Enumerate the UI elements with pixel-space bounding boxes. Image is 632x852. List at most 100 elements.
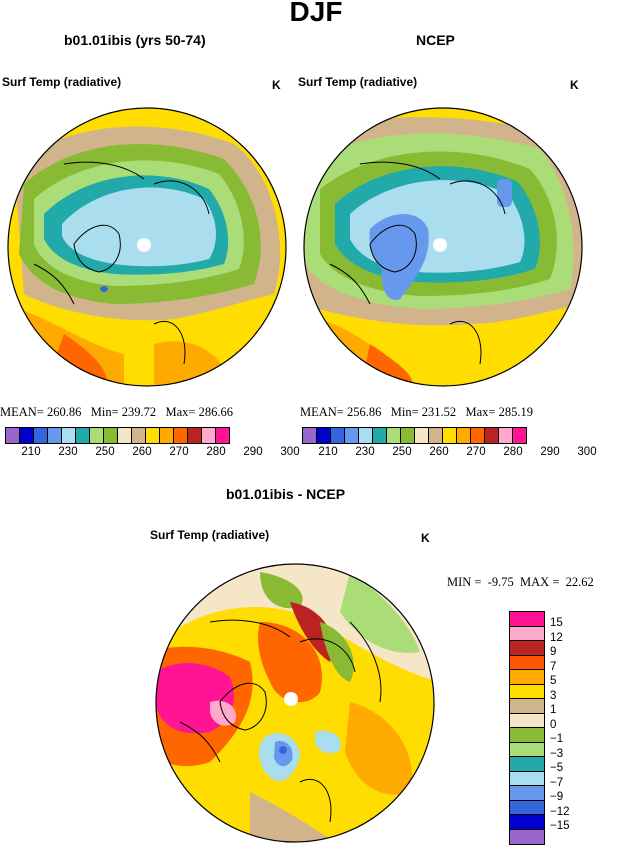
colorbar-swatch bbox=[510, 713, 544, 728]
ncep-colorbar bbox=[302, 427, 527, 444]
colorbar-tick-label: 15 bbox=[550, 617, 563, 629]
colorbar-tick-label: 280 bbox=[503, 446, 523, 458]
model-stats: MEAN= 260.86 Min= 239.72 Max= 286.66 bbox=[0, 405, 233, 420]
colorbar-tick-label: 290 bbox=[540, 446, 560, 458]
min-value: 231.52 bbox=[421, 405, 457, 419]
left-unit-label: K bbox=[272, 78, 281, 92]
colorbar-tick-label: −15 bbox=[550, 820, 570, 832]
colorbar-tick-label: −9 bbox=[550, 791, 564, 803]
colorbar-tick-label: −5 bbox=[550, 762, 564, 774]
colorbar-swatch bbox=[20, 428, 34, 443]
colorbar-swatch bbox=[510, 699, 544, 714]
min-value: 239.72 bbox=[121, 405, 157, 419]
colorbar-swatch bbox=[457, 428, 471, 443]
max-value: 285.19 bbox=[498, 405, 533, 419]
figure-title: DJF bbox=[289, 0, 343, 27]
colorbar-swatch bbox=[510, 612, 544, 627]
colorbar-tick-label: 12 bbox=[550, 631, 563, 644]
colorbar-swatch bbox=[401, 428, 415, 443]
colorbar-tick-label: 1 bbox=[550, 704, 557, 716]
colorbar-swatch bbox=[188, 428, 202, 443]
left-variable-label: Surf Temp (radiative) bbox=[2, 75, 122, 89]
colorbar-tick-label: 5 bbox=[550, 675, 557, 687]
colorbar-swatch bbox=[104, 428, 118, 443]
colorbar-swatch bbox=[510, 728, 544, 743]
colorbar-swatch bbox=[174, 428, 188, 443]
min-label: MIN = bbox=[447, 575, 482, 589]
colorbar-swatch bbox=[6, 428, 20, 443]
ncep-polar-map bbox=[303, 107, 583, 387]
left-panel-title: b01.01ibis (yrs 50-74) bbox=[64, 32, 206, 48]
colorbar-swatch bbox=[415, 428, 429, 443]
colorbar-tick-label: −1 bbox=[550, 733, 564, 745]
colorbar-swatch bbox=[331, 428, 345, 443]
colorbar-tick-label: 250 bbox=[392, 446, 412, 458]
colorbar-tick-label: 210 bbox=[21, 446, 41, 458]
colorbar-swatch bbox=[132, 428, 146, 443]
max-value: 286.66 bbox=[198, 405, 233, 419]
mean-value: 260.86 bbox=[46, 405, 82, 419]
difference-colorbar-labels: 15 12 9 7 5 3 1 0 −1 −3 −5 −7 −9 −12 −15 bbox=[550, 611, 610, 846]
colorbar-tick-label: 270 bbox=[466, 446, 486, 458]
colorbar-swatch bbox=[216, 428, 229, 443]
min-label: Min= bbox=[90, 405, 119, 419]
colorbar-swatch bbox=[429, 428, 443, 443]
colorbar-tick-label: −7 bbox=[550, 776, 564, 789]
colorbar-swatch bbox=[303, 428, 317, 443]
colorbar-swatch bbox=[118, 428, 132, 443]
bottom-variable-label: Surf Temp (radiative) bbox=[150, 528, 270, 542]
colorbar-swatch bbox=[471, 428, 485, 443]
colorbar-swatch bbox=[146, 428, 160, 443]
right-panel-title: NCEP bbox=[416, 32, 455, 48]
difference-colorbar bbox=[509, 611, 545, 845]
ncep-colorbar-labels: 210 230 250 260 270 280 290 300 bbox=[302, 446, 596, 460]
colorbar-swatch bbox=[485, 428, 499, 443]
model-colorbar-labels: 210 230 250 260 270 280 290 300 bbox=[5, 446, 299, 460]
mean-label: MEAN= bbox=[0, 405, 44, 419]
colorbar-swatch bbox=[34, 428, 48, 443]
colorbar-swatch bbox=[76, 428, 90, 443]
bottom-unit-label: K bbox=[421, 531, 430, 545]
colorbar-swatch bbox=[443, 428, 457, 443]
difference-stats: MIN = -9.75 MAX = 22.62 bbox=[447, 575, 594, 590]
max-label: Max= bbox=[465, 405, 496, 419]
colorbar-swatch bbox=[510, 626, 544, 641]
colorbar-swatch bbox=[510, 641, 544, 656]
right-unit-label: K bbox=[570, 78, 579, 92]
colorbar-tick-label: 260 bbox=[429, 446, 449, 458]
colorbar-tick-label: 290 bbox=[243, 446, 263, 458]
colorbar-tick-label: 3 bbox=[550, 689, 557, 702]
colorbar-swatch bbox=[510, 757, 544, 772]
colorbar-swatch bbox=[373, 428, 387, 443]
colorbar-tick-label: −12 bbox=[550, 805, 570, 818]
colorbar-swatch bbox=[48, 428, 62, 443]
colorbar-tick-label: 270 bbox=[169, 446, 189, 458]
min-value: -9.75 bbox=[487, 575, 514, 589]
colorbar-swatch bbox=[387, 428, 401, 443]
colorbar-swatch bbox=[510, 742, 544, 757]
colorbar-tick-label: 300 bbox=[577, 446, 597, 458]
model-polar-map bbox=[7, 107, 287, 387]
colorbar-swatch bbox=[510, 684, 544, 699]
colorbar-swatch bbox=[510, 815, 544, 830]
min-label: Min= bbox=[390, 405, 419, 419]
colorbar-tick-label: 300 bbox=[280, 446, 300, 458]
max-label: MAX = bbox=[520, 575, 560, 589]
colorbar-swatch bbox=[510, 655, 544, 670]
colorbar-tick-label: 0 bbox=[550, 718, 557, 731]
max-label: Max= bbox=[165, 405, 196, 419]
right-variable-label: Surf Temp (radiative) bbox=[298, 75, 418, 89]
colorbar-swatch bbox=[317, 428, 331, 443]
colorbar-swatch bbox=[510, 829, 544, 844]
bottom-panel-title: b01.01ibis - NCEP bbox=[226, 486, 346, 502]
colorbar-swatch bbox=[62, 428, 76, 443]
colorbar-tick-label: 230 bbox=[58, 446, 78, 458]
colorbar-swatch bbox=[499, 428, 513, 443]
colorbar-tick-label: 260 bbox=[132, 446, 152, 458]
colorbar-swatch bbox=[345, 428, 359, 443]
colorbar-swatch bbox=[510, 786, 544, 801]
ncep-stats: MEAN= 256.86 Min= 231.52 Max= 285.19 bbox=[300, 405, 533, 420]
colorbar-tick-label: −3 bbox=[550, 747, 564, 760]
colorbar-swatch bbox=[510, 670, 544, 685]
colorbar-swatch bbox=[510, 800, 544, 815]
